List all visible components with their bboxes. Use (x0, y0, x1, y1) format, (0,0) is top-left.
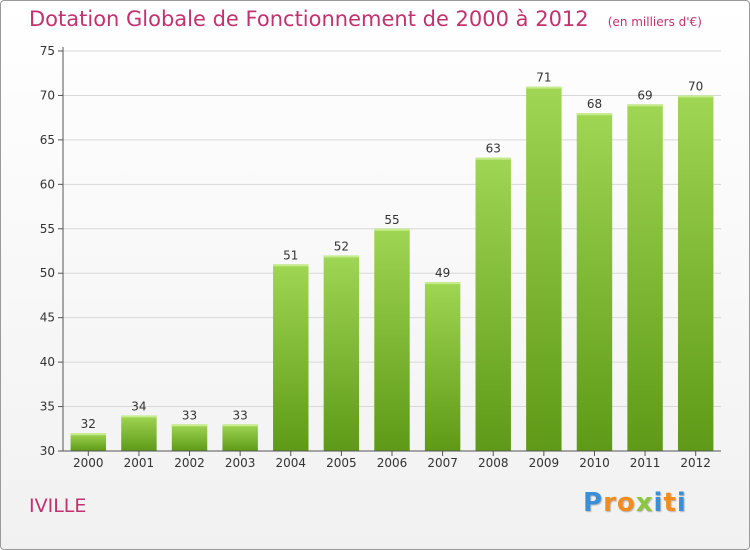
chart-title: Dotation Globale de Fonctionnement de 20… (29, 7, 589, 31)
bar-2005[interactable] (323, 255, 360, 451)
bar-2008[interactable] (475, 157, 511, 451)
x-tick-label: 2002 (174, 456, 205, 470)
bar-value-label: 51 (283, 248, 298, 262)
y-tick-label: 30 (40, 444, 55, 458)
x-tick-label: 2001 (124, 456, 155, 470)
bar-highlight (627, 104, 663, 107)
x-tick-label: 2011 (630, 456, 661, 470)
logo-letter: x (635, 488, 654, 518)
bar-highlight (576, 113, 613, 116)
bar-2009[interactable] (526, 86, 562, 452)
bar-highlight (121, 415, 157, 418)
x-tick-label: 2012 (680, 456, 711, 470)
bar-2000[interactable] (70, 433, 107, 451)
bar-value-label: 32 (81, 417, 96, 431)
y-tick-label: 70 (40, 88, 55, 102)
bar-value-label: 49 (435, 266, 450, 280)
y-tick-label: 50 (40, 266, 55, 280)
commune-name: IVILLE (29, 495, 87, 517)
x-tick-label: 2003 (225, 456, 256, 470)
y-tick-label: 75 (40, 44, 55, 58)
bar-value-label: 33 (182, 408, 197, 422)
y-tick-label: 55 (40, 222, 55, 236)
bar-highlight (70, 433, 107, 436)
bar-2007[interactable] (424, 282, 461, 451)
bar-highlight (475, 157, 511, 160)
logo-letter: t (663, 488, 677, 518)
bar-value-label: 52 (334, 239, 349, 253)
y-tick-label: 40 (40, 355, 55, 369)
bar-highlight (677, 95, 714, 98)
bar-value-label: 68 (587, 97, 602, 111)
bar-highlight (171, 424, 208, 427)
bar-highlight (374, 228, 410, 231)
bar-value-label: 71 (536, 71, 551, 85)
bar-2003[interactable] (222, 424, 258, 451)
title-row: Dotation Globale de Fonctionnement de 20… (29, 7, 702, 31)
x-tick-label: 2009 (529, 456, 560, 470)
x-tick-label: 2007 (427, 456, 458, 470)
bar-highlight (222, 424, 258, 427)
bar-value-label: 69 (637, 88, 652, 102)
bar-2010[interactable] (576, 113, 613, 451)
bar-2001[interactable] (121, 415, 157, 451)
y-tick-label: 45 (40, 311, 55, 325)
logo-letter: P (583, 488, 604, 518)
chart-unit-label: (en milliers d'€) (607, 15, 702, 29)
x-tick-label: 2008 (478, 456, 509, 470)
bar-value-label: 55 (384, 213, 399, 227)
bar-value-label: 63 (486, 142, 501, 156)
logo-letter: o (616, 488, 636, 518)
bar-highlight (526, 86, 562, 89)
x-tick-label: 2010 (579, 456, 610, 470)
bar-highlight (273, 264, 309, 267)
bar-2011[interactable] (627, 104, 663, 451)
bar-2004[interactable] (273, 264, 309, 451)
y-tick-label: 65 (40, 133, 55, 147)
bar-highlight (424, 282, 461, 285)
logo-letter: i (676, 488, 687, 518)
bar-value-label: 70 (688, 79, 703, 93)
proxiti-logo[interactable]: Proxiti (583, 488, 687, 518)
bar-2006[interactable] (374, 228, 410, 451)
x-tick-label: 2005 (326, 456, 357, 470)
x-tick-label: 2006 (377, 456, 408, 470)
bar-value-label: 33 (233, 408, 248, 422)
bar-2002[interactable] (171, 424, 208, 451)
x-tick-label: 2000 (73, 456, 104, 470)
bar-2012[interactable] (677, 95, 714, 451)
bar-highlight (323, 255, 360, 258)
bar-value-label: 34 (131, 399, 146, 413)
x-tick-label: 2004 (275, 456, 306, 470)
y-tick-label: 35 (40, 400, 55, 414)
logo-letter: r (603, 488, 617, 518)
logo-letter: i (653, 488, 664, 518)
y-tick-label: 60 (40, 177, 55, 191)
